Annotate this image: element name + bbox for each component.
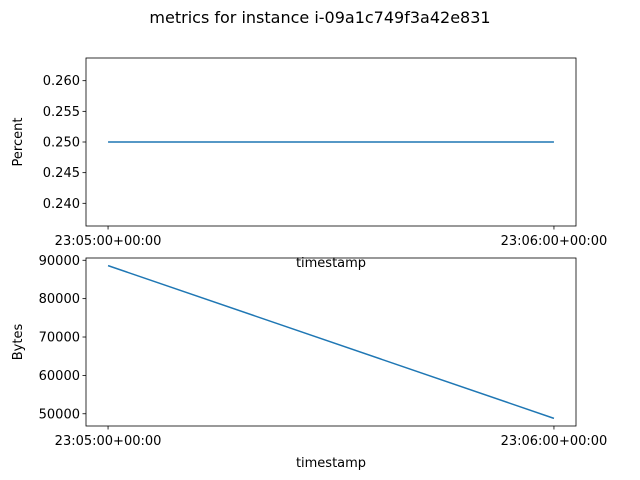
x-tick-label: 23:05:00+00:00 [55, 434, 162, 449]
y-tick-label: 0.240 [43, 197, 80, 212]
y-tick-label: 0.250 [43, 136, 80, 151]
axes-frame [85, 257, 577, 427]
y-tick-label: 90000 [39, 254, 80, 269]
x-tick-label: 23:05:00+00:00 [55, 234, 162, 249]
y-tick-label: 0.255 [43, 105, 80, 120]
y-tick-label: 0.260 [43, 74, 80, 89]
x-tick-label: 23:06:00+00:00 [501, 434, 608, 449]
percent-chart: 0.240 0.245 0.250 0.255 0.260 23:05:00+00:00 2… [11, 57, 608, 271]
y-tick-label: 50000 [39, 407, 80, 422]
y-axis-label: Bytes [11, 324, 26, 361]
x-axis-label: timestamp [296, 256, 366, 271]
y-axis-label: Percent [11, 118, 26, 167]
y-tick-label: 80000 [39, 292, 80, 307]
x-tick-label: 23:06:00+00:00 [501, 234, 608, 249]
y-tick-label: 70000 [39, 331, 80, 346]
y-tick-label: 0.245 [43, 166, 80, 181]
y-tick-label: 60000 [39, 369, 80, 384]
series-line [107, 264, 555, 420]
x-axis-label: timestamp [296, 456, 366, 471]
figure-title: metrics for instance i-09a1c749f3a42e831 [149, 8, 490, 27]
bytes-chart: 50000 60000 70000 80000 90000 23:05:00+00:00 2… [11, 254, 607, 471]
